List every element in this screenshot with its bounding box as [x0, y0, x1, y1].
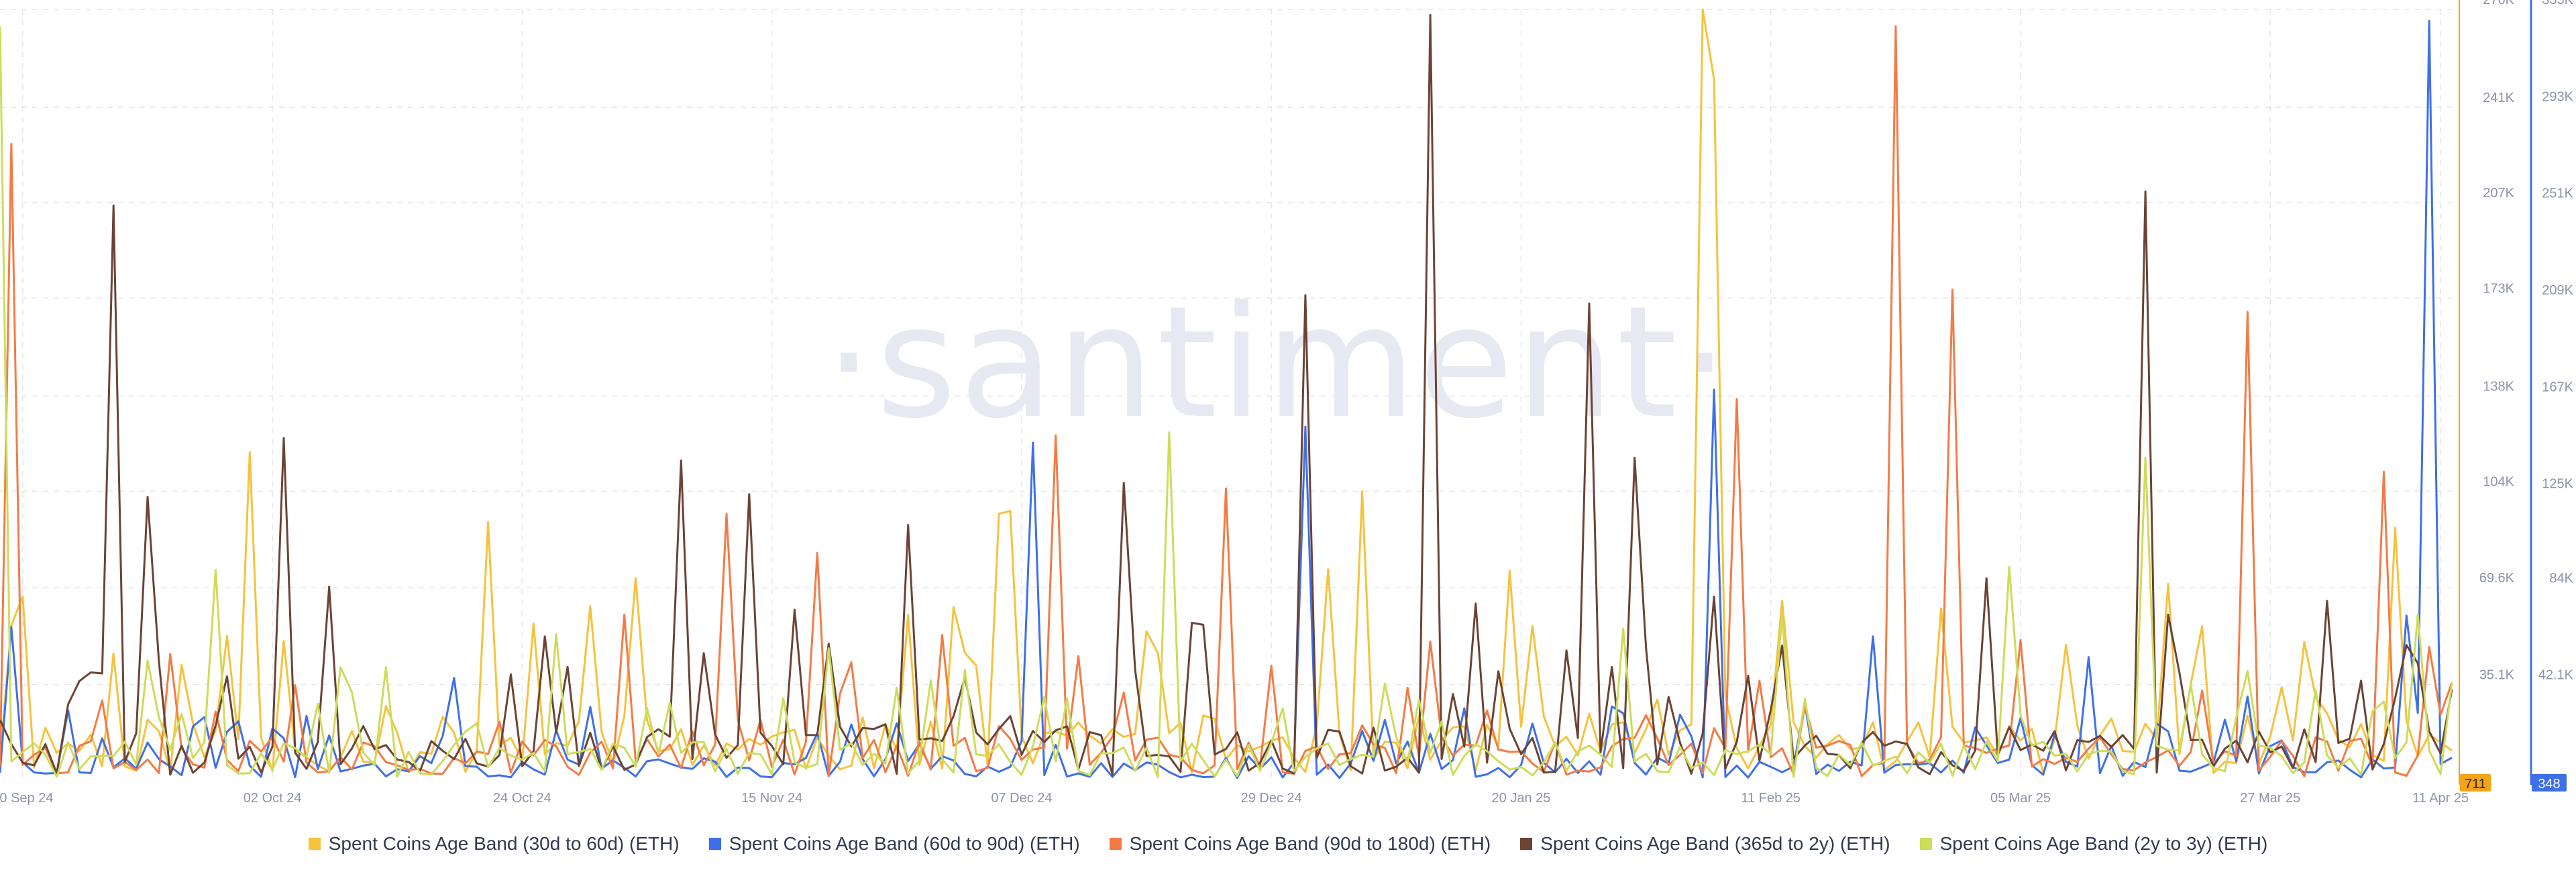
- legend-label: Spent Coins Age Band (365d to 2y) (ETH): [1540, 833, 1890, 854]
- x-tick-label: 02 Oct 24: [244, 791, 302, 806]
- left-axis-tick-label: 276K: [2483, 0, 2514, 7]
- legend-swatch: [1109, 838, 1122, 850]
- legend-swatch: [1919, 838, 1932, 850]
- legend-swatch: [1520, 838, 1533, 850]
- axis-layer: 35.1K 69.6K 104K 138K 173K 207K 241K 276K 42.1K 8…: [0, 0, 2574, 806]
- left-axis-tick-label: 241K: [2483, 91, 2514, 105]
- chart-legend: Spent Coins Age Band (30d to 60d) (ETH) S…: [0, 829, 2576, 859]
- x-tick-label: 11 Feb 25: [1741, 791, 1801, 806]
- legend-swatch: [708, 838, 721, 850]
- left-axis-last-value-badge: 711: [2460, 774, 2491, 792]
- series-layer: [0, 8, 2453, 779]
- right-axis-tick-label: 125K: [2542, 477, 2573, 492]
- x-tick-label: 15 Nov 24: [741, 791, 802, 806]
- legend-label: Spent Coins Age Band (2y to 3y) (ETH): [1939, 833, 2268, 854]
- x-tick-label: 11 Apr 25: [2412, 791, 2469, 806]
- right-axis-tick-label: 251K: [2542, 186, 2573, 201]
- legend-item[interactable]: Spent Coins Age Band (30d to 60d) (ETH): [308, 833, 680, 855]
- x-tick-label: 07 Dec 24: [991, 791, 1052, 806]
- right-axis-tick-label: 335K: [2542, 0, 2573, 7]
- x-tick-label: 05 Mar 25: [1990, 791, 2051, 806]
- left-axis-tick-label: 207K: [2483, 186, 2514, 201]
- x-tick-label: 29 Dec 24: [1241, 791, 1302, 806]
- legend-label: Spent Coins Age Band (60d to 90d) (ETH): [729, 833, 1080, 854]
- svg-text:711: 711: [2465, 777, 2486, 792]
- right-axis-tick-label: 42.1K: [2538, 668, 2574, 683]
- legend-item[interactable]: Spent Coins Age Band (365d to 2y) (ETH): [1520, 833, 1890, 855]
- right-axis-last-value-badge: 348: [2532, 774, 2567, 792]
- legend-swatch: [308, 838, 321, 850]
- left-axis-tick-label: 35.1K: [2479, 667, 2515, 682]
- legend-label: Spent Coins Age Band (30d to 60d) (ETH): [328, 833, 680, 854]
- series-line: [0, 25, 2453, 777]
- legend-item[interactable]: Spent Coins Age Band (60d to 90d) (ETH): [708, 833, 1080, 855]
- right-axis-tick-label: 293K: [2542, 89, 2573, 104]
- left-axis-tick-label: 138K: [2483, 379, 2514, 394]
- svg-text:348: 348: [2538, 777, 2560, 792]
- santiment-watermark: ·santiment·: [824, 274, 1731, 453]
- left-axis-tick-label: 69.6K: [2479, 571, 2515, 586]
- series-line: [0, 19, 2453, 779]
- series-line: [0, 13, 2453, 776]
- x-tick-label: 10 Sep 24: [0, 791, 53, 806]
- series-line: [0, 26, 2453, 778]
- legend-item[interactable]: Spent Coins Age Band (2y to 3y) (ETH): [1919, 833, 2268, 855]
- x-tick-label: 27 Mar 25: [2240, 791, 2300, 806]
- legend-item[interactable]: Spent Coins Age Band (90d to 180d) (ETH): [1109, 833, 1491, 855]
- right-axis-tick-label: 84K: [2549, 571, 2573, 586]
- right-axis-tick-label: 167K: [2542, 380, 2573, 394]
- left-axis-tick-label: 173K: [2483, 281, 2514, 296]
- x-tick-label: 24 Oct 24: [493, 791, 551, 806]
- legend-label: Spent Coins Age Band (90d to 180d) (ETH): [1129, 833, 1491, 854]
- left-axis-tick-label: 104K: [2483, 475, 2514, 490]
- line-chart: ·santiment· 35.1K 69.6K 104K 138K 173K 207K 24…: [0, 0, 2574, 806]
- right-axis-tick-label: 209K: [2542, 283, 2573, 298]
- x-tick-label: 20 Jan 25: [1492, 791, 1551, 806]
